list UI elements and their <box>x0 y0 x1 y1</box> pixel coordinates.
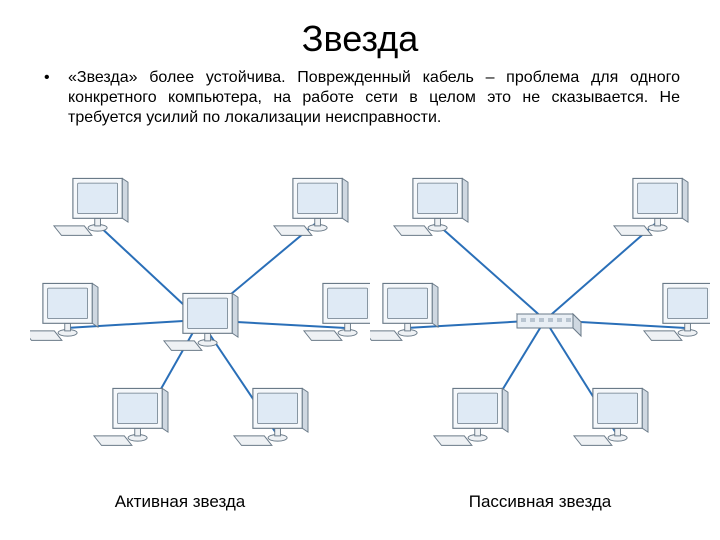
diagram-passive-star <box>370 150 710 480</box>
diagram-active-star <box>30 150 370 480</box>
caption-row: Активная звезда Пассивная звезда <box>0 492 720 512</box>
body-paragraph: • «Звезда» более устойчива. Поврежденный… <box>0 68 720 128</box>
active-star-svg <box>30 150 370 480</box>
caption-active: Активная звезда <box>0 492 360 512</box>
body-text: «Звезда» более устойчива. Поврежденный к… <box>68 69 680 126</box>
passive-star-svg <box>370 150 710 480</box>
bullet-icon: • <box>44 68 50 88</box>
page-title: Звезда <box>0 0 720 68</box>
diagrams-area <box>0 150 720 480</box>
caption-passive: Пассивная звезда <box>360 492 720 512</box>
